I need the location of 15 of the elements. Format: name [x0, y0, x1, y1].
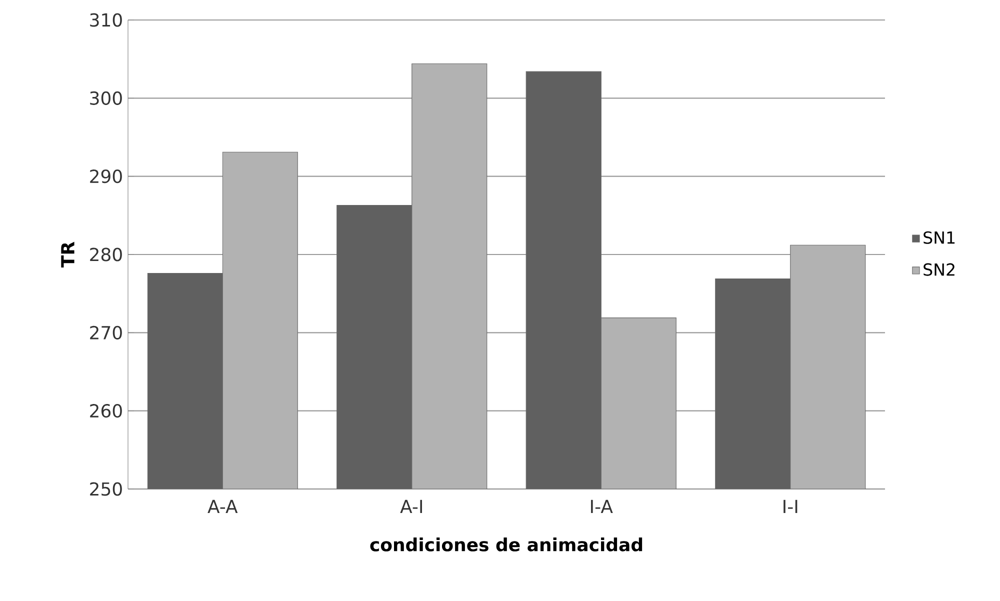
legend-label: SN1 — [924, 231, 955, 244]
y-tick-label: 280 — [90, 248, 122, 262]
y-tick-label: 250 — [90, 482, 122, 496]
y-tick-label: 300 — [90, 91, 122, 105]
y-tick-label: 270 — [90, 326, 122, 340]
legend-label: SN2 — [924, 263, 954, 276]
x-tick-label: I-A — [591, 500, 613, 514]
x-tick-label: A-I — [400, 500, 422, 514]
y-axis-title: TR — [61, 242, 74, 268]
y-tick-label: 260 — [90, 404, 122, 418]
x-tick-label: I-I — [784, 500, 798, 514]
x-tick-label: A-A — [208, 500, 238, 514]
x-axis-title: condiciones de animacidad — [370, 538, 642, 552]
y-tick-label: 310 — [90, 13, 122, 27]
y-tick-label: 290 — [90, 170, 122, 184]
